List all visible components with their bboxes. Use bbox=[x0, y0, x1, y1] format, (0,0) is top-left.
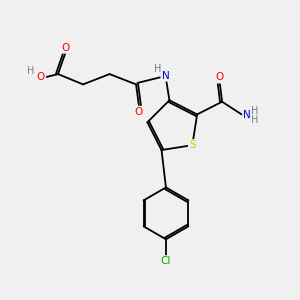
Text: N: N bbox=[162, 70, 170, 81]
Text: N: N bbox=[243, 110, 251, 119]
Text: O: O bbox=[37, 72, 45, 82]
Text: H: H bbox=[154, 64, 162, 74]
Text: H: H bbox=[250, 106, 258, 116]
Text: H: H bbox=[27, 65, 34, 76]
Text: H: H bbox=[250, 115, 258, 125]
Text: O: O bbox=[61, 43, 70, 52]
Text: S: S bbox=[189, 140, 196, 150]
Text: O: O bbox=[135, 107, 143, 117]
Text: O: O bbox=[215, 73, 223, 82]
Text: Cl: Cl bbox=[161, 256, 171, 266]
